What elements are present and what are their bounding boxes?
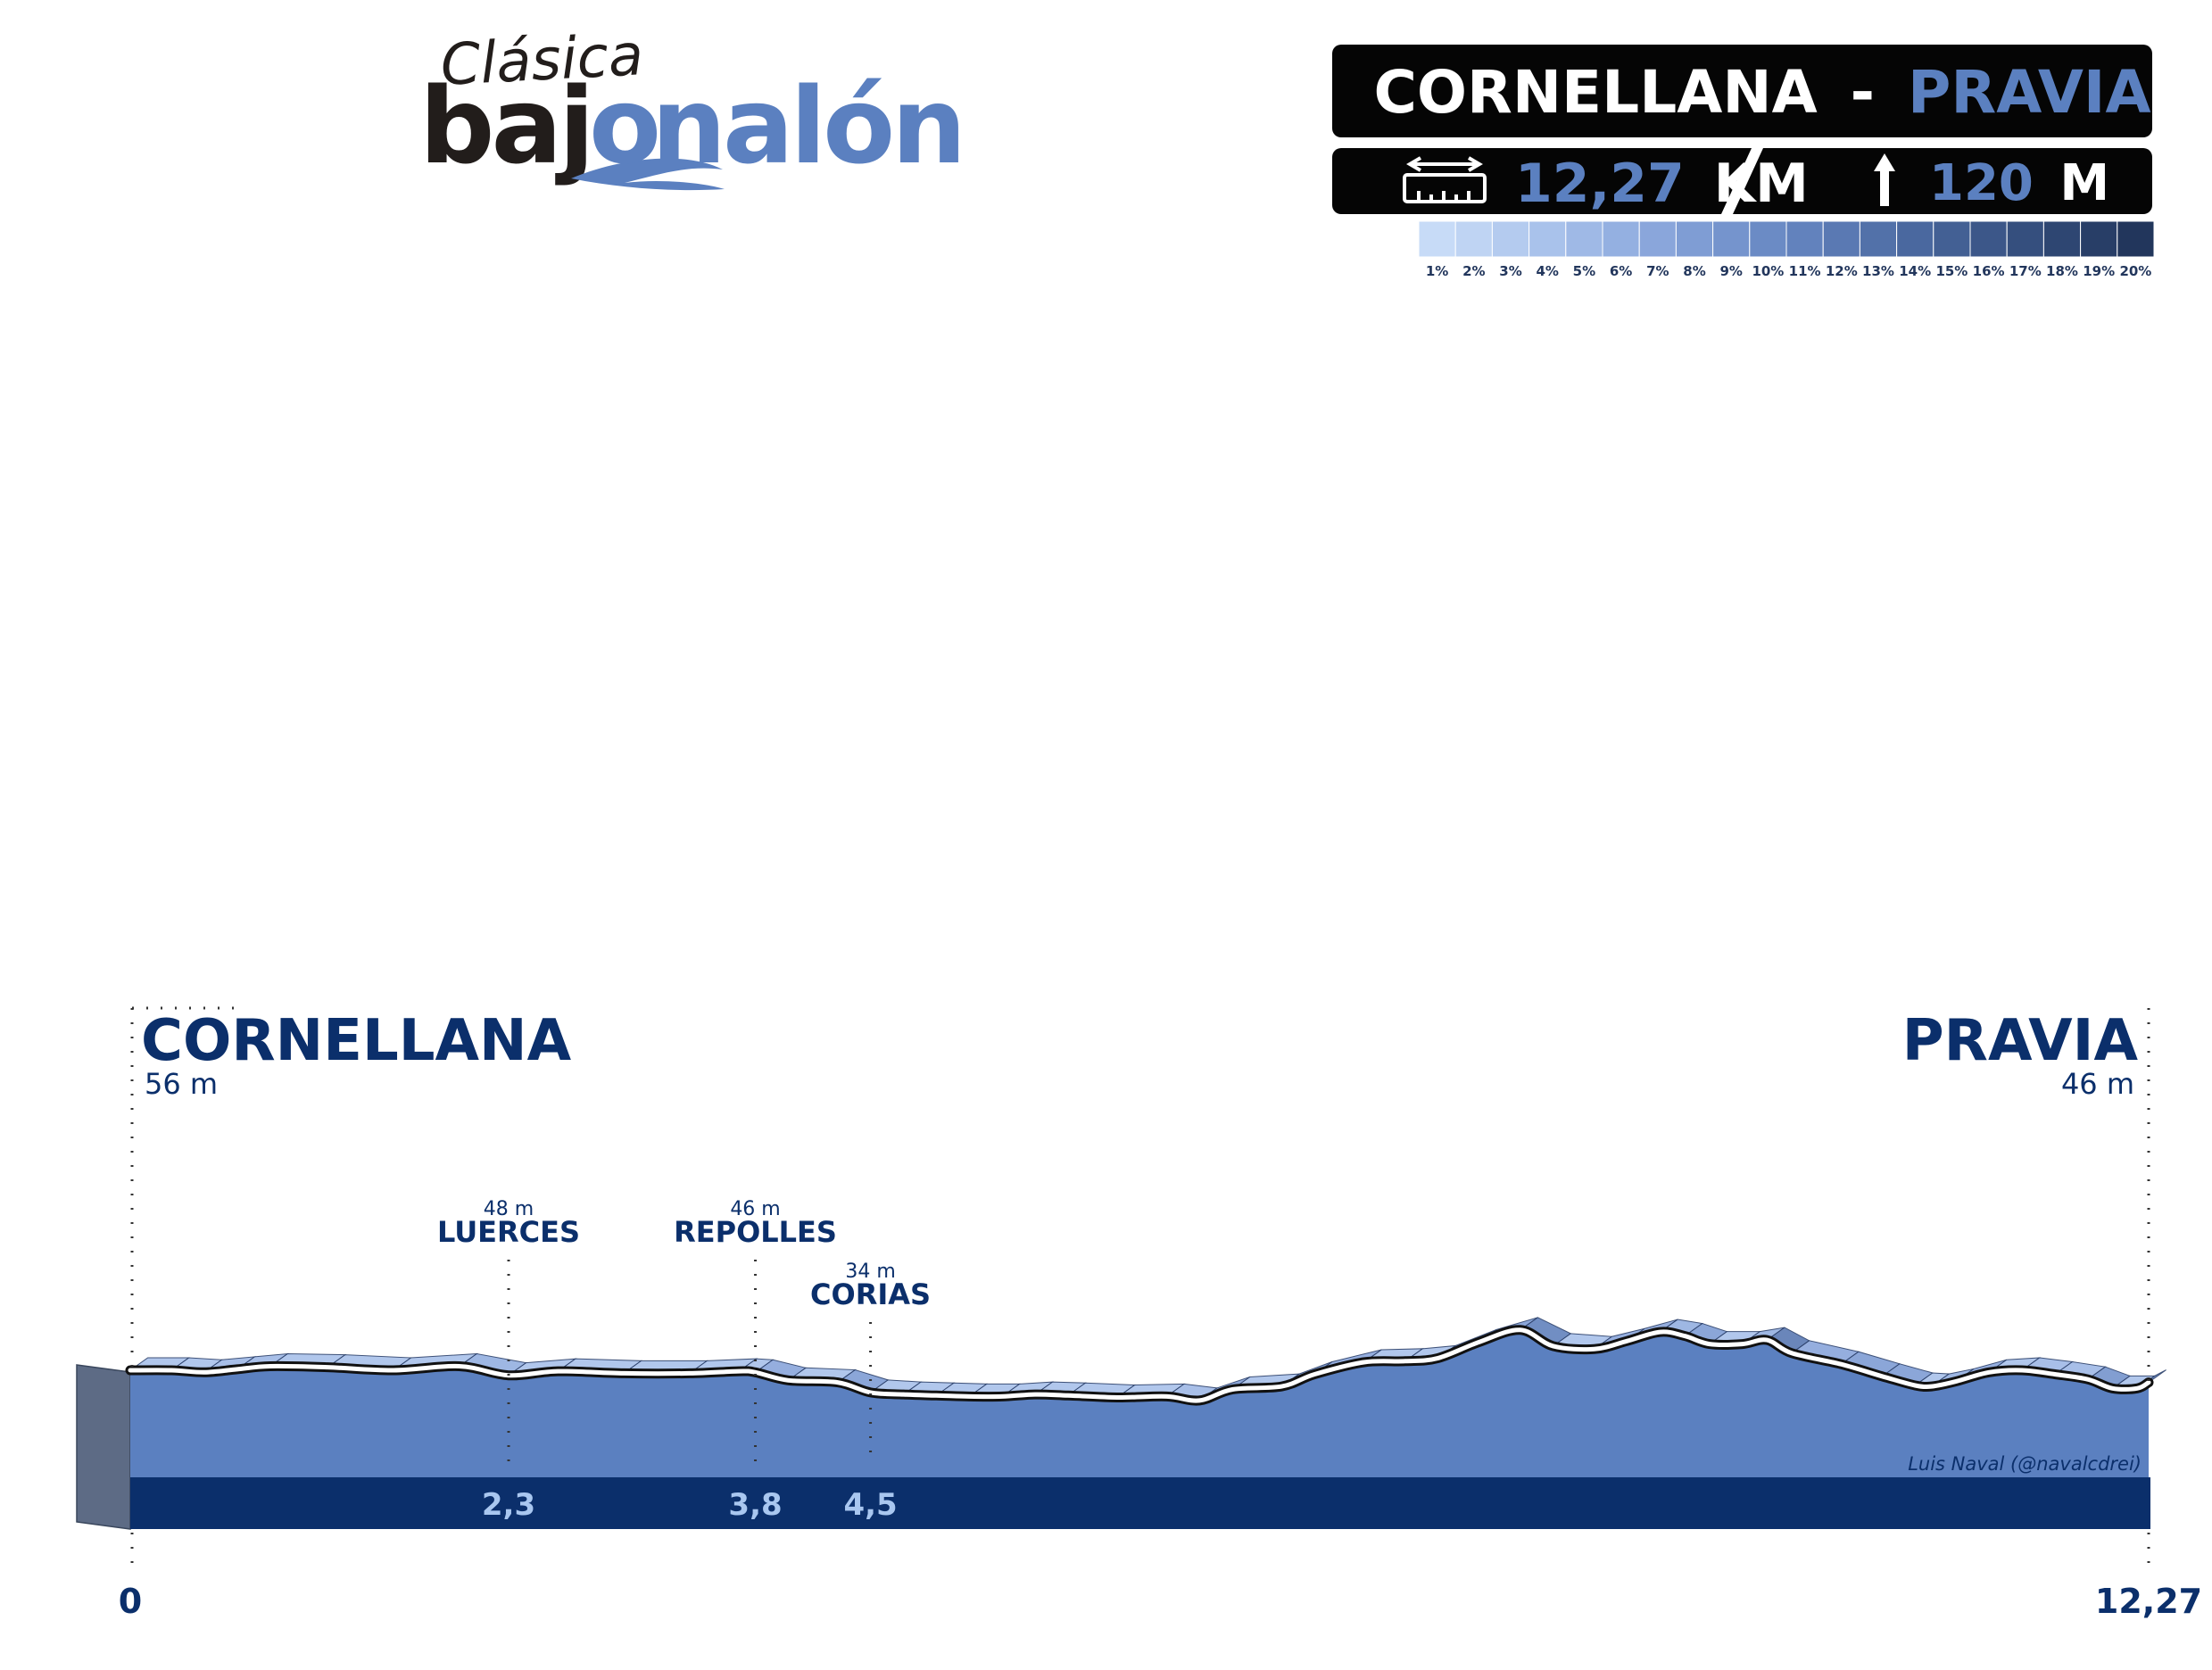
logo-middle-text: o bbox=[589, 64, 661, 187]
legend-swatch-20 bbox=[2117, 220, 2155, 258]
legend-swatch-15 bbox=[1933, 220, 1971, 258]
legend-label-4: 4% bbox=[1536, 263, 1558, 279]
legend-label-14: 14% bbox=[1899, 263, 1931, 279]
distance-unit: KM bbox=[1714, 153, 1809, 215]
title-start-town: CORNELLANA bbox=[1373, 58, 1817, 127]
legend-label-13: 13% bbox=[1862, 263, 1894, 279]
title-end-town: PRAVIA bbox=[1908, 58, 2151, 127]
climb-readout: 120 M bbox=[1929, 154, 2109, 212]
climb-unit: M bbox=[2059, 154, 2109, 212]
distance-readout: 12,27 KM bbox=[1515, 153, 1809, 215]
legend-swatch-10 bbox=[1749, 220, 1787, 258]
legend-swatch-3 bbox=[1491, 220, 1530, 258]
waypoint-km-label-1: 2,3 bbox=[482, 1487, 535, 1523]
legend-swatch-9 bbox=[1712, 220, 1751, 258]
legend-swatch-6 bbox=[1602, 220, 1640, 258]
waypoint-elevation-3: 34 m bbox=[845, 1261, 895, 1283]
logo-swoosh bbox=[571, 158, 725, 191]
legend-swatch-17 bbox=[2006, 220, 2044, 258]
legend-label-11: 11% bbox=[1789, 263, 1821, 279]
legend-label-5: 5% bbox=[1573, 263, 1595, 279]
start-town-name: CORNELLANA bbox=[141, 1008, 572, 1074]
legend-label-18: 18% bbox=[2046, 263, 2078, 279]
climb-value: 120 bbox=[1929, 154, 2034, 212]
start-elevation: 56 m bbox=[145, 1067, 218, 1101]
profile-outline-inner bbox=[128, 1327, 2151, 1403]
legend-swatch-7 bbox=[1638, 220, 1677, 258]
finish-town-name: PRAVIA bbox=[1902, 1008, 2139, 1074]
stage-title: CORNELLANA - PRAVIA bbox=[1373, 58, 2150, 127]
waypoint-elevation-2: 46 m bbox=[730, 1198, 780, 1220]
logo-script-text: Clásica bbox=[439, 22, 645, 99]
legend-label-2: 2% bbox=[1462, 263, 1485, 279]
legend-swatch-18 bbox=[2042, 220, 2082, 258]
legend-label-1: 1% bbox=[1426, 263, 1448, 279]
legend-label-6: 6% bbox=[1610, 263, 1632, 279]
x-axis-start-label: 0 bbox=[119, 1582, 142, 1621]
legend-swatch-4 bbox=[1529, 220, 1567, 258]
waypoint-name-1: LUERCES bbox=[437, 1215, 580, 1249]
logo-left-text: baj bbox=[419, 64, 592, 187]
stats-divider bbox=[1721, 148, 1763, 214]
waypoint-km-label-3: 4,5 bbox=[843, 1487, 897, 1523]
legend-swatch-13 bbox=[1859, 220, 1898, 258]
profile-side-face bbox=[76, 1364, 131, 1530]
gradient-legend: 1% 2% 3% 4% 5% 6% 7% 8% 9% 10% 11% 12% 13% 14% 15% 16% 1… bbox=[1418, 220, 2155, 279]
waypoint-elevation-1: 48 m bbox=[484, 1198, 534, 1220]
waypoint-km-label-2: 3,8 bbox=[728, 1487, 782, 1523]
race-logo: Clásica baj o nalón bbox=[419, 22, 966, 191]
legend-label-16: 16% bbox=[1973, 263, 2005, 279]
elevation-area bbox=[130, 1329, 2149, 1477]
legend-label-12: 12% bbox=[1826, 263, 1858, 279]
legend-label-20: 20% bbox=[2119, 263, 2151, 279]
legend-swatch-2 bbox=[1454, 220, 1493, 258]
legend-swatch-14 bbox=[1896, 220, 1934, 258]
logo-right-text: nalón bbox=[651, 64, 963, 187]
title-separator: - bbox=[1851, 58, 1875, 127]
legend-label-9: 9% bbox=[1719, 263, 1742, 279]
legend-swatch-1 bbox=[1418, 220, 1456, 258]
legend-label-8: 8% bbox=[1683, 263, 1705, 279]
finish-elevation: 46 m bbox=[2061, 1067, 2134, 1101]
base-band bbox=[130, 1477, 2150, 1529]
legend-swatch-16 bbox=[1969, 220, 2008, 258]
ruler-icon bbox=[1403, 156, 1487, 203]
distance-value: 12,27 bbox=[1515, 153, 1685, 215]
legend-label-15: 15% bbox=[1935, 263, 1968, 279]
arrow-up-icon bbox=[1874, 153, 1895, 206]
x-axis-end-label: 12,27 bbox=[2095, 1582, 2202, 1621]
legend-swatch-8 bbox=[1675, 220, 1714, 258]
legend-label-17: 17% bbox=[2009, 263, 2042, 279]
author-credit: Luis Naval (@navalcdrei) bbox=[1908, 1453, 2142, 1475]
legend-swatch-19 bbox=[2080, 220, 2118, 258]
legend-label-3: 3% bbox=[1499, 263, 1521, 279]
waypoint-name-3: CORIAS bbox=[810, 1277, 931, 1311]
legend-swatch-12 bbox=[1822, 220, 1860, 258]
stage-header: CORNELLANA - PRAVIA 12,27 KM 1 bbox=[1332, 45, 2152, 215]
title-bar bbox=[1332, 45, 2152, 137]
waypoint-name-2: REPOLLES bbox=[674, 1215, 837, 1249]
legend-label-7: 7% bbox=[1646, 263, 1669, 279]
legend-swatch-11 bbox=[1785, 220, 1824, 258]
legend-label-10: 10% bbox=[1752, 263, 1784, 279]
legend-swatch-5 bbox=[1565, 220, 1603, 258]
legend-label-19: 19% bbox=[2083, 263, 2115, 279]
